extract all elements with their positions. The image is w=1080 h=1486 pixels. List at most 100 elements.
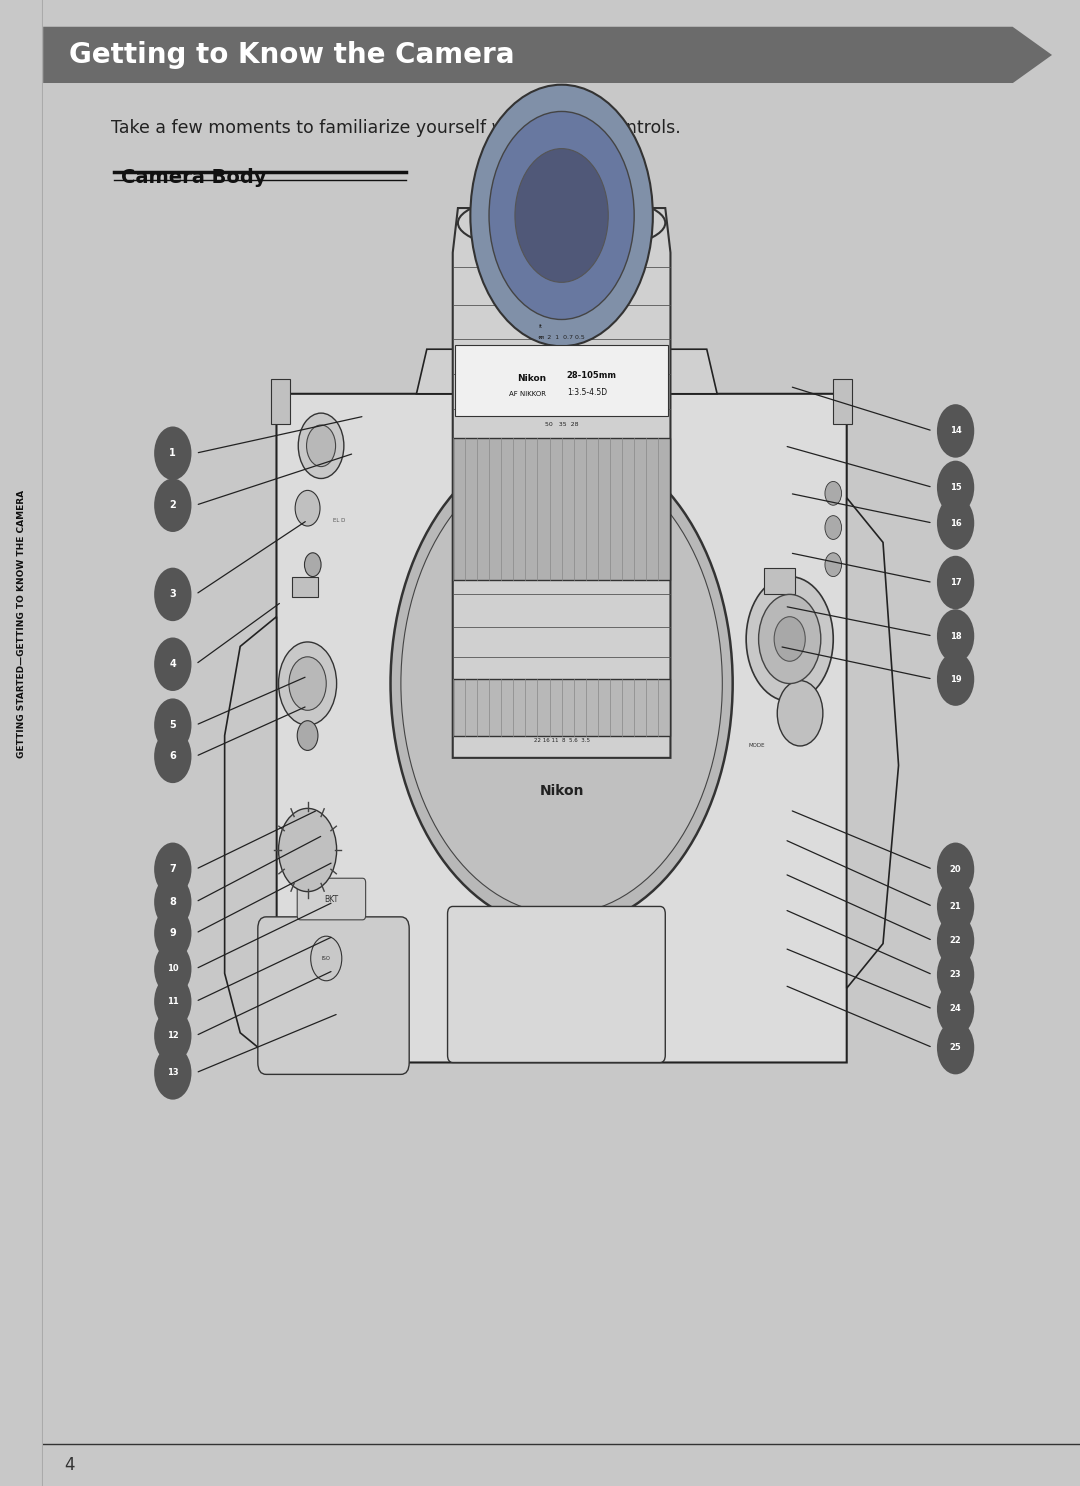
- Polygon shape: [417, 349, 717, 394]
- Text: Take a few moments to familiarize yourself with camera controls.: Take a few moments to familiarize yourse…: [110, 119, 680, 137]
- Text: 15: 15: [949, 483, 961, 492]
- Text: 1:3.5-4.5D: 1:3.5-4.5D: [567, 388, 607, 397]
- Text: 6: 6: [170, 752, 176, 761]
- Circle shape: [297, 721, 318, 750]
- Circle shape: [937, 461, 974, 514]
- Text: 19: 19: [949, 675, 961, 684]
- Bar: [453, 679, 671, 736]
- Circle shape: [937, 843, 974, 896]
- Text: 2: 2: [170, 501, 176, 510]
- Circle shape: [154, 942, 191, 996]
- Circle shape: [154, 426, 191, 480]
- Text: BKT: BKT: [324, 895, 338, 903]
- Circle shape: [295, 490, 320, 526]
- Text: 22: 22: [949, 936, 961, 945]
- Circle shape: [825, 516, 841, 539]
- Text: 11: 11: [167, 997, 178, 1006]
- Text: 7: 7: [170, 865, 176, 874]
- Circle shape: [154, 1009, 191, 1062]
- Circle shape: [746, 577, 834, 701]
- Polygon shape: [43, 27, 1052, 83]
- Text: 5: 5: [170, 721, 176, 730]
- Circle shape: [758, 594, 821, 684]
- Circle shape: [279, 808, 337, 892]
- Text: 21: 21: [949, 902, 961, 911]
- Ellipse shape: [458, 193, 665, 253]
- Bar: [292, 577, 318, 597]
- Circle shape: [937, 914, 974, 967]
- Circle shape: [471, 85, 652, 346]
- Text: 16: 16: [949, 519, 961, 528]
- Circle shape: [289, 657, 326, 710]
- Circle shape: [305, 553, 321, 577]
- Circle shape: [937, 982, 974, 1036]
- Bar: [271, 379, 289, 424]
- Circle shape: [937, 652, 974, 706]
- Text: 4: 4: [170, 660, 176, 669]
- FancyBboxPatch shape: [258, 917, 409, 1074]
- Circle shape: [937, 556, 974, 609]
- Circle shape: [154, 730, 191, 783]
- Text: m: m: [538, 334, 543, 340]
- Circle shape: [515, 149, 608, 282]
- Text: 17: 17: [949, 578, 961, 587]
- Text: AF NIKKOR: AF NIKKOR: [509, 391, 546, 397]
- Text: 23: 23: [949, 970, 961, 979]
- Circle shape: [154, 975, 191, 1028]
- Text: 10: 10: [167, 964, 178, 973]
- Text: Nikon: Nikon: [517, 374, 546, 383]
- Circle shape: [774, 617, 806, 661]
- Circle shape: [298, 413, 343, 478]
- Text: 1: 1: [170, 449, 176, 458]
- Text: 8: 8: [170, 898, 176, 906]
- Text: MODE: MODE: [748, 743, 765, 749]
- Polygon shape: [847, 498, 899, 988]
- Text: 14: 14: [949, 426, 961, 435]
- Text: Camera Body: Camera Body: [121, 168, 267, 187]
- Bar: [834, 379, 852, 424]
- Circle shape: [401, 453, 723, 914]
- Circle shape: [937, 609, 974, 663]
- Circle shape: [154, 1046, 191, 1100]
- Circle shape: [154, 568, 191, 621]
- Text: 22 16 11  8  5.6  3.5: 22 16 11 8 5.6 3.5: [534, 737, 590, 743]
- Circle shape: [391, 438, 732, 929]
- Text: 9: 9: [170, 929, 176, 938]
- Circle shape: [825, 481, 841, 505]
- Circle shape: [937, 1021, 974, 1074]
- Text: 3: 3: [170, 590, 176, 599]
- Polygon shape: [225, 617, 276, 1062]
- Text: Getting to Know the Camera: Getting to Know the Camera: [69, 42, 515, 68]
- Circle shape: [154, 875, 191, 929]
- Circle shape: [937, 880, 974, 933]
- Polygon shape: [276, 394, 847, 1062]
- Text: 20: 20: [949, 865, 961, 874]
- Circle shape: [154, 478, 191, 532]
- Polygon shape: [453, 208, 671, 758]
- Bar: [499, 352, 624, 367]
- Circle shape: [778, 681, 823, 746]
- Text: 28-105mm: 28-105mm: [567, 372, 617, 380]
- Text: 12: 12: [167, 1031, 178, 1040]
- Circle shape: [489, 111, 634, 319]
- Circle shape: [154, 843, 191, 896]
- Circle shape: [311, 936, 341, 981]
- Circle shape: [307, 425, 336, 467]
- Text: 13: 13: [167, 1068, 178, 1077]
- Text: 25: 25: [949, 1043, 961, 1052]
- Bar: [764, 568, 795, 594]
- Circle shape: [937, 404, 974, 458]
- Circle shape: [825, 553, 841, 577]
- Text: EL D: EL D: [333, 517, 345, 523]
- Text: ∞  2  1  0.7 0.5: ∞ 2 1 0.7 0.5: [538, 334, 585, 340]
- Circle shape: [937, 496, 974, 550]
- FancyBboxPatch shape: [297, 878, 366, 920]
- Circle shape: [154, 698, 191, 752]
- Text: GETTING STARTED—GETTING TO KNOW THE CAMERA: GETTING STARTED—GETTING TO KNOW THE CAME…: [17, 490, 26, 758]
- Text: 18: 18: [949, 632, 961, 640]
- Circle shape: [937, 948, 974, 1002]
- Circle shape: [154, 906, 191, 960]
- Text: 50   35  28: 50 35 28: [544, 422, 579, 428]
- FancyBboxPatch shape: [447, 906, 665, 1062]
- Text: 4: 4: [64, 1456, 75, 1474]
